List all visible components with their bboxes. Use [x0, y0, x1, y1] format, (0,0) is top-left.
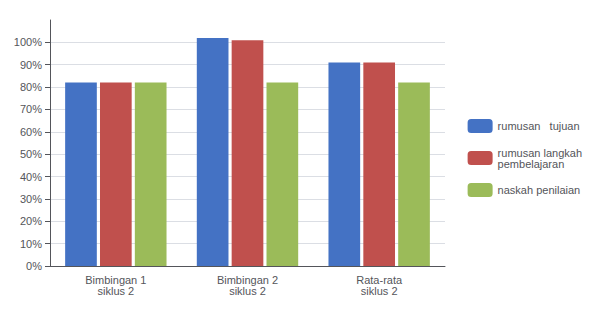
svg-text:rumusan langkah: rumusan langkah [497, 146, 582, 159]
svg-text:50%: 50% [20, 148, 42, 160]
svg-text:rumusan tujuan: rumusan tujuan [498, 120, 580, 132]
svg-text:80%: 80% [20, 81, 42, 93]
svg-text:0%: 0% [26, 260, 42, 272]
svg-text:60%: 60% [20, 126, 42, 138]
svg-text:70%: 70% [20, 103, 42, 115]
svg-text:40%: 40% [20, 171, 42, 183]
svg-text:20%: 20% [20, 215, 42, 227]
svg-text:naskah penilaian: naskah penilaian [498, 184, 581, 196]
svg-text:100%: 100% [14, 36, 42, 48]
svg-text:siklus 2: siklus 2 [97, 285, 134, 297]
svg-text:Rata-rata: Rata-rata [356, 273, 403, 286]
svg-text:siklus 2: siklus 2 [229, 285, 266, 297]
svg-text:30%: 30% [20, 193, 42, 205]
svg-text:Bimbingan 2: Bimbingan 2 [216, 273, 279, 286]
svg-text:siklus 2: siklus 2 [361, 285, 398, 297]
svg-text:Bimbingan 1: Bimbingan 1 [85, 273, 147, 286]
svg-text:10%: 10% [20, 238, 42, 250]
svg-text:90%: 90% [20, 59, 42, 71]
svg-text:pembelajaran: pembelajaran [498, 158, 565, 170]
